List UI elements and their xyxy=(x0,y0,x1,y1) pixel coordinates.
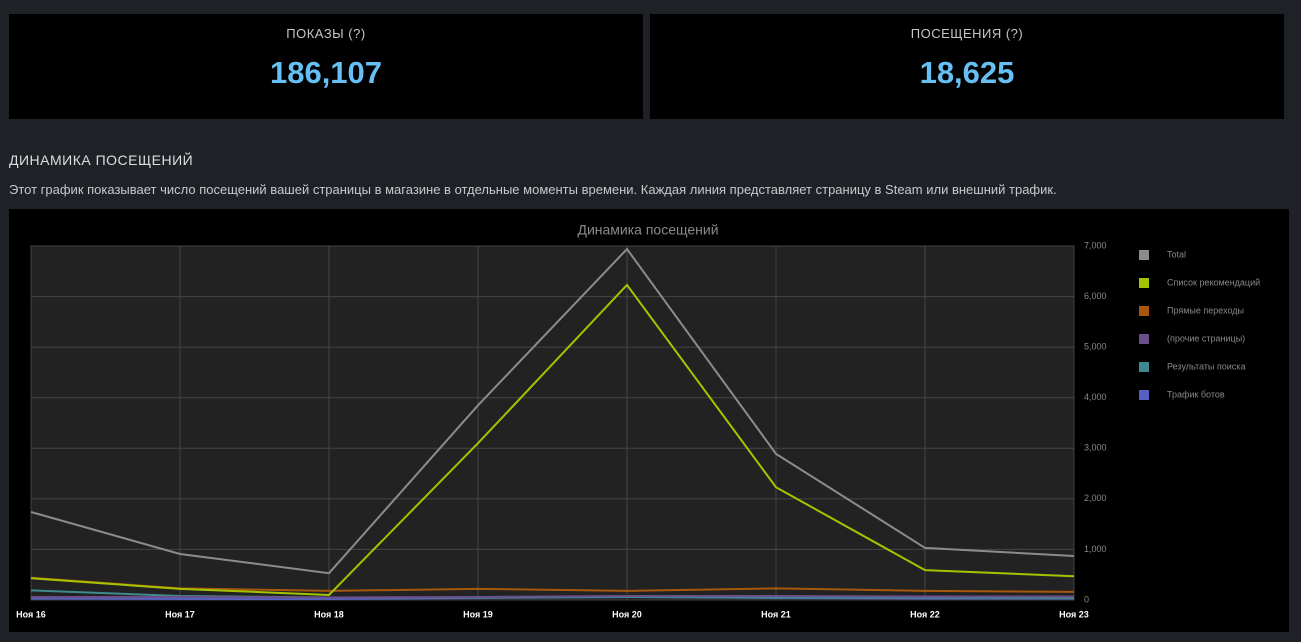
legend-swatch xyxy=(1139,250,1149,260)
y-tick-label: 6,000 xyxy=(1084,291,1107,301)
stat-card: ПОКАЗЫ (?) 186,107 xyxy=(9,14,643,119)
legend-label: Total xyxy=(1167,249,1186,259)
legend-swatch xyxy=(1139,362,1149,372)
legend-label: Результаты поиска xyxy=(1167,361,1245,371)
legend-label: (прочие страницы) xyxy=(1167,333,1245,343)
x-tick-label: Ноя 20 xyxy=(612,609,642,619)
legend-swatch xyxy=(1139,390,1149,400)
series-line xyxy=(30,576,1075,593)
stat-value: 18,625 xyxy=(919,55,1015,90)
legend-swatch xyxy=(1139,334,1149,344)
x-tick-label: Ноя 23 xyxy=(1059,609,1089,619)
y-tick-label: 1,000 xyxy=(1084,544,1107,554)
x-tick-label: Ноя 17 xyxy=(165,609,195,619)
x-tick-label: Ноя 22 xyxy=(910,609,940,619)
legend-swatch xyxy=(1139,306,1149,316)
stat-card: ПОСЕЩЕНИЯ (?) 18,625 xyxy=(650,14,1284,119)
y-tick-label: 7,000 xyxy=(1084,240,1107,250)
y-tick-label: 0 xyxy=(1084,594,1089,604)
y-tick-label: 2,000 xyxy=(1084,493,1107,503)
x-tick-label: Ноя 19 xyxy=(463,609,493,619)
legend-label: Прямые переходы xyxy=(1167,305,1244,315)
section-title: ДИНАМИКА ПОСЕЩЕНИЙ xyxy=(9,152,194,168)
y-tick-label: 3,000 xyxy=(1084,443,1107,453)
x-tick-label: Ноя 18 xyxy=(314,609,344,619)
section-description: Этот график показывает число посещений в… xyxy=(9,182,1057,197)
chart: Динамика посещений 0 1,000 2,000 3,000 4,000… xyxy=(9,209,1289,632)
plot-area xyxy=(30,245,1075,601)
x-tick-label: Ноя 16 xyxy=(16,609,46,619)
y-tick-label: 5,000 xyxy=(1084,342,1107,352)
y-tick-label: 4,000 xyxy=(1084,392,1107,402)
series-line xyxy=(30,283,1075,596)
legend-swatch xyxy=(1139,278,1149,288)
x-tick-label: Ноя 21 xyxy=(761,609,791,619)
stat-label: ПОСЕЩЕНИЯ (?) xyxy=(910,26,1024,41)
chart-title: Динамика посещений xyxy=(577,222,718,238)
stat-label: ПОКАЗЫ (?) xyxy=(286,26,366,41)
series-line xyxy=(30,247,1075,575)
legend-label: Список рекомендаций xyxy=(1167,277,1260,287)
series-line xyxy=(31,594,1074,599)
stat-value: 186,107 xyxy=(269,55,383,90)
legend-label: Трафик ботов xyxy=(1167,389,1225,399)
